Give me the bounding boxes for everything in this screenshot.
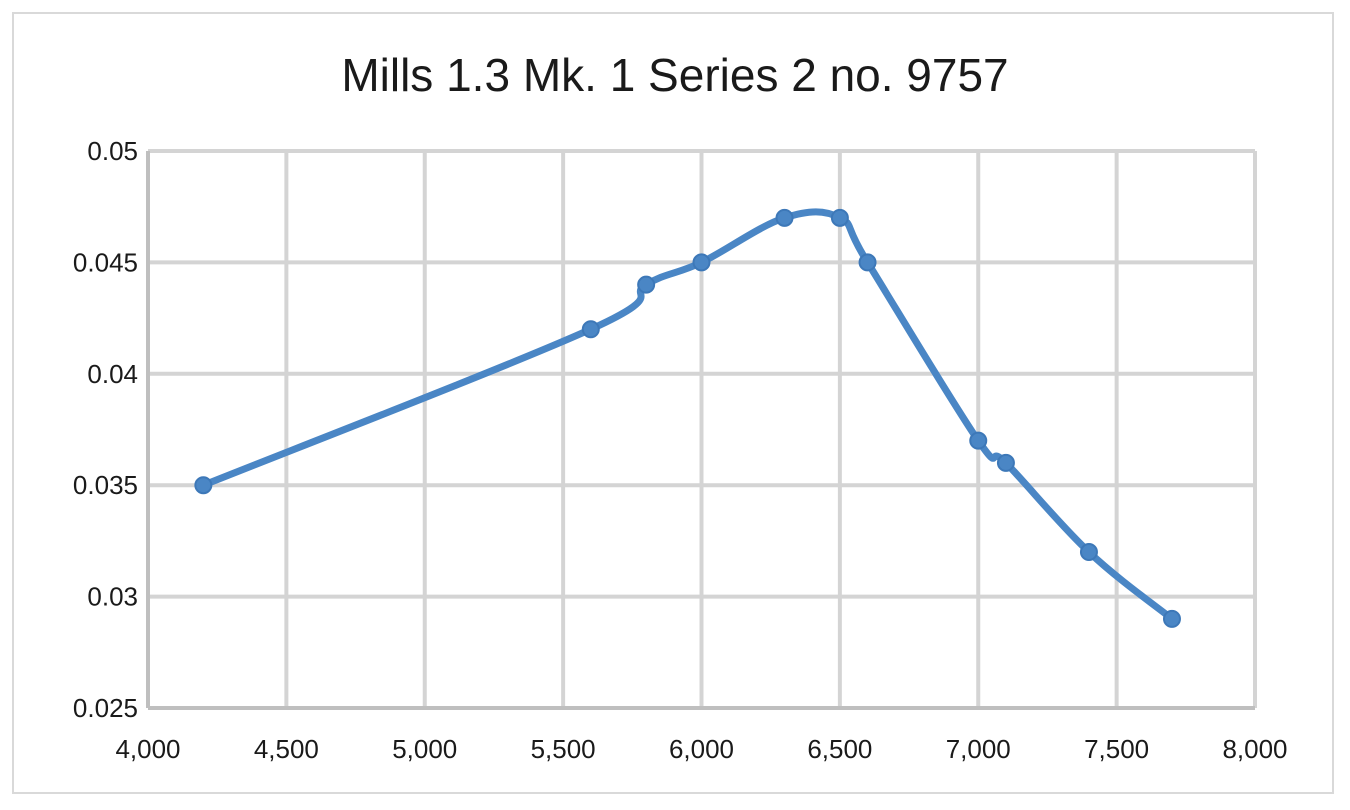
x-tick-label: 6,500 xyxy=(807,734,872,764)
x-tick-label: 7,000 xyxy=(946,734,1011,764)
data-point xyxy=(194,476,213,495)
y-tick-label: 0.03 xyxy=(87,582,138,612)
y-tick-label: 0.025 xyxy=(73,693,138,723)
y-tick-label: 0.05 xyxy=(87,136,138,166)
x-tick-label: 8,000 xyxy=(1222,734,1287,764)
x-tick-label: 5,500 xyxy=(531,734,596,764)
data-point xyxy=(996,453,1015,472)
series-group xyxy=(194,208,1181,628)
x-tick-label: 4,000 xyxy=(115,734,180,764)
axes xyxy=(146,151,1255,710)
series-line xyxy=(199,208,1176,623)
data-point xyxy=(858,253,877,272)
data-point xyxy=(692,253,711,272)
data-point xyxy=(1162,609,1181,628)
data-point xyxy=(830,208,849,227)
x-tick-label: 7,500 xyxy=(1084,734,1149,764)
x-tick-label: 5,000 xyxy=(392,734,457,764)
chart-frame xyxy=(12,12,1334,794)
data-point xyxy=(637,275,656,294)
data-point xyxy=(775,208,794,227)
chart-title: Mills 1.3 Mk. 1 Series 2 no. 9757 xyxy=(341,49,1009,101)
x-tick-label: 4,500 xyxy=(254,734,319,764)
x-axis-ticks: 4,000 4,500 5,000 5,500 6,000 6,500 7,000 7,500… xyxy=(115,734,1287,764)
data-point xyxy=(969,431,988,450)
y-tick-label: 0.045 xyxy=(73,247,138,277)
data-point xyxy=(581,320,600,339)
y-axis-ticks: 0.05 0.045 0.04 0.035 0.03 0.025 xyxy=(73,136,138,723)
x-tick-label: 6,000 xyxy=(669,734,734,764)
grid xyxy=(148,149,1257,708)
data-point xyxy=(1079,543,1098,562)
y-tick-label: 0.04 xyxy=(87,359,138,389)
y-tick-label: 0.035 xyxy=(73,470,138,500)
